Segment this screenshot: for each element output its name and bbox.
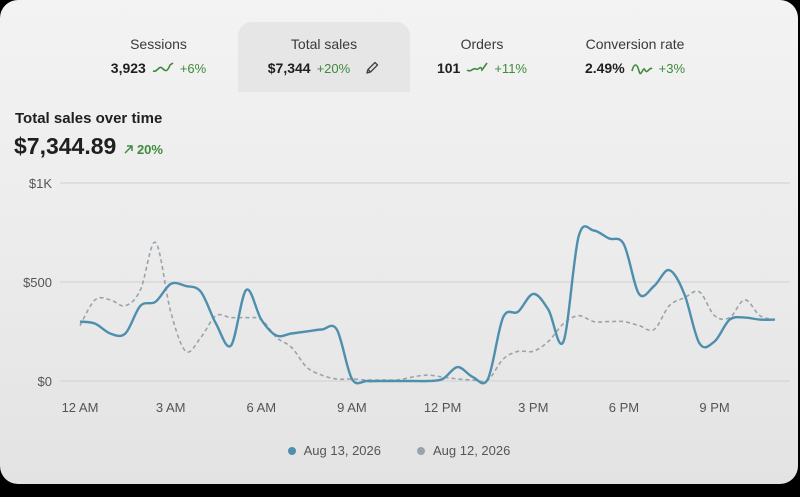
total-summary: $7,344.89 20% bbox=[14, 133, 163, 160]
sparkline-icon bbox=[466, 62, 488, 72]
y-tick-label: $0 bbox=[38, 374, 52, 389]
legend-item-previous[interactable]: Aug 12, 2026 bbox=[417, 443, 510, 458]
x-tick-label: 6 AM bbox=[246, 400, 276, 415]
legend-item-current[interactable]: Aug 13, 2026 bbox=[287, 443, 381, 458]
x-tick-label: 12 AM bbox=[62, 400, 99, 415]
metric-sessions[interactable]: Sessions 3,923 +6% bbox=[86, 22, 231, 92]
chart-title: Total sales over time bbox=[15, 110, 163, 127]
y-tick-label: $500 bbox=[23, 275, 52, 290]
sales-card: Sessions 3,923 +6% Total sales $7,344 +2… bbox=[0, 0, 798, 484]
metric-delta: +3% bbox=[658, 60, 686, 76]
x-tick-label: 3 AM bbox=[156, 400, 186, 415]
metric-orders[interactable]: Orders 101 +11% bbox=[412, 22, 552, 92]
legend-label-previous: Aug 12, 2026 bbox=[433, 443, 511, 458]
metric-delta: +11% bbox=[494, 60, 527, 76]
x-tick-label: 12 PM bbox=[424, 400, 462, 415]
series-line-previous bbox=[79, 241, 776, 383]
x-tick-label: 6 PM bbox=[609, 400, 639, 415]
legend-label-current: Aug 13, 2026 bbox=[303, 443, 381, 458]
metric-label: Orders bbox=[460, 36, 504, 52]
sales-line-chart: $1K $500 $0 12 AM 3 AM 6 AM 9 AM 12 PM 3 PM 6 PM 9… bbox=[23, 176, 790, 415]
y-tick-label: $1K bbox=[29, 176, 52, 191]
series-line-current bbox=[79, 225, 776, 385]
total-change-value: 20% bbox=[136, 142, 163, 157]
metric-value: $7,344 bbox=[267, 60, 311, 76]
edit-pencil-icon[interactable] bbox=[364, 60, 380, 76]
metric-conversion-rate[interactable]: Conversion rate 2.49% +3% bbox=[560, 22, 710, 92]
metric-label: Conversion rate bbox=[585, 36, 685, 52]
metric-value: 2.49% bbox=[584, 60, 625, 76]
sparkline-icon bbox=[152, 62, 174, 73]
x-tick-label: 9 PM bbox=[699, 400, 729, 415]
trend-up-arrow-icon bbox=[124, 145, 134, 154]
metric-value: 3,923 bbox=[110, 60, 146, 76]
legend-dot-current bbox=[287, 446, 296, 455]
metric-delta: +6% bbox=[179, 60, 207, 76]
total-value: $7,344.89 bbox=[14, 133, 117, 159]
metric-delta: +20% bbox=[316, 60, 351, 76]
metric-label: Total sales bbox=[290, 36, 358, 52]
x-tick-label: 9 AM bbox=[337, 400, 367, 415]
sparkline-icon bbox=[630, 64, 653, 75]
metric-value: 101 bbox=[436, 60, 461, 76]
legend-dot-previous bbox=[417, 446, 425, 455]
x-tick-label: 3 PM bbox=[518, 400, 548, 415]
chart-legend: Aug 13, 2026 Aug 12, 2026 bbox=[0, 443, 798, 458]
metric-label: Sessions bbox=[130, 36, 187, 52]
metric-total-sales[interactable]: Total sales $7,344 +20% bbox=[238, 22, 410, 92]
total-change: 20% bbox=[124, 142, 163, 157]
metrics-bar: Sessions 3,923 +6% Total sales $7,344 +2… bbox=[0, 0, 798, 92]
